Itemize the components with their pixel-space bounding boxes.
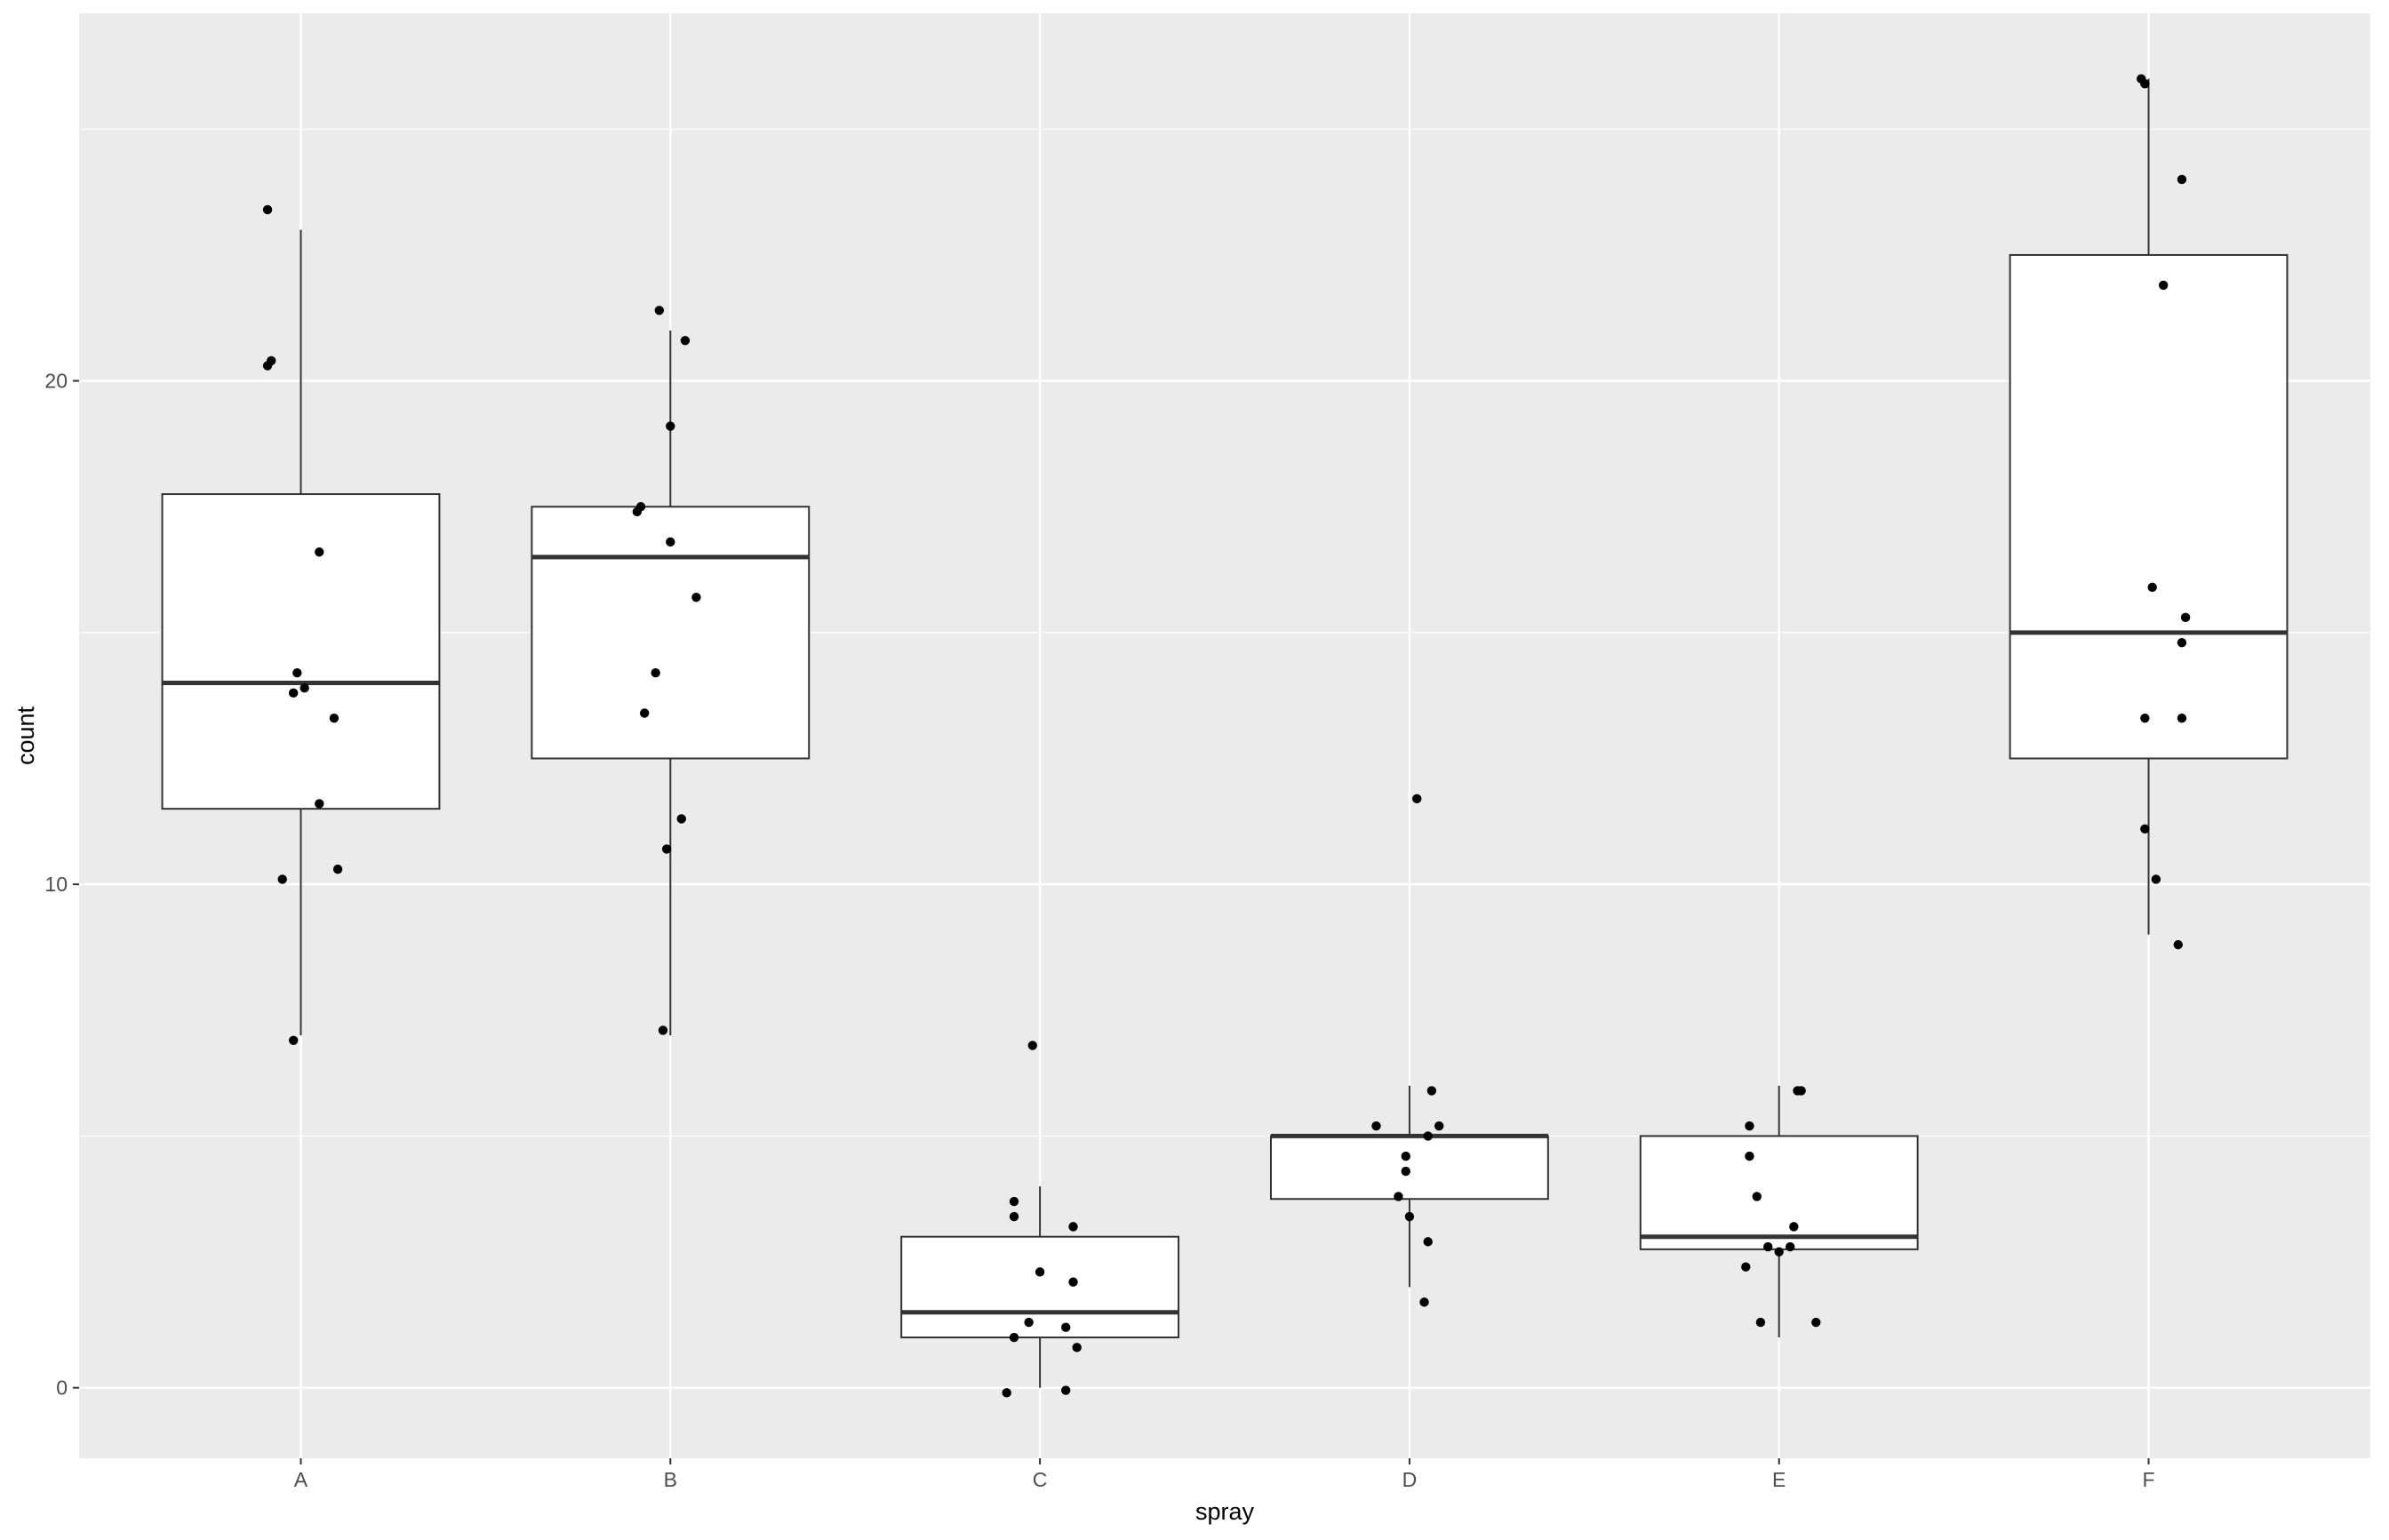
data-point <box>1745 1121 1754 1131</box>
x-tick-label: C <box>1033 1468 1048 1491</box>
data-point <box>661 844 672 854</box>
minor-gridlines <box>79 128 2370 1137</box>
y-axis-ticks: 0 10 20 <box>44 370 79 1400</box>
data-point <box>1371 1121 1381 1131</box>
data-point <box>1009 1332 1019 1343</box>
data-point <box>1061 1322 1071 1332</box>
jitter-points <box>262 74 2191 1398</box>
data-point <box>1068 1222 1078 1232</box>
data-point <box>1423 1131 1433 1141</box>
box-f <box>2009 78 2289 935</box>
data-point <box>1811 1317 1821 1328</box>
data-point <box>1394 1192 1403 1201</box>
data-point <box>651 667 660 678</box>
data-point <box>2173 939 2183 950</box>
data-point <box>1426 1086 1437 1096</box>
x-axis-title: spray <box>1195 1498 1255 1525</box>
data-point <box>1068 1277 1078 1287</box>
data-point <box>1741 1262 1751 1272</box>
data-point <box>1061 1385 1071 1395</box>
data-point <box>329 713 340 723</box>
data-point <box>1035 1267 1045 1277</box>
data-point <box>1763 1241 1773 1252</box>
data-point <box>639 708 650 718</box>
x-tick-label: A <box>294 1468 308 1491</box>
data-point <box>288 1035 299 1045</box>
data-point <box>1404 1211 1415 1222</box>
y-tick-label: 0 <box>56 1376 68 1400</box>
boxplot-boxes <box>161 78 2289 1388</box>
data-point <box>1419 1297 1429 1307</box>
box-iqr <box>161 493 441 810</box>
data-point <box>1002 1388 1011 1398</box>
data-point <box>2177 637 2187 648</box>
data-point <box>315 799 324 809</box>
box-iqr <box>531 506 811 760</box>
data-point <box>1072 1343 1082 1352</box>
data-point <box>1423 1237 1433 1247</box>
box-c <box>900 1186 1180 1388</box>
data-point <box>2177 713 2187 723</box>
data-point <box>691 592 701 602</box>
data-point <box>267 355 276 366</box>
data-point <box>1009 1196 1019 1207</box>
data-point <box>2151 874 2161 884</box>
plot-panel <box>79 13 2370 1458</box>
data-point <box>292 667 302 678</box>
box-a <box>161 229 441 1036</box>
data-point <box>666 421 675 431</box>
x-axis-ticks: A B C D E F <box>294 1458 2155 1491</box>
box-iqr <box>2009 253 2289 760</box>
data-point <box>2158 280 2169 291</box>
data-point <box>658 1025 668 1035</box>
x-tick-label: F <box>2142 1468 2154 1491</box>
data-point <box>277 874 287 884</box>
data-point <box>1774 1247 1784 1257</box>
data-point <box>680 336 691 346</box>
box-b <box>531 330 811 1036</box>
data-point <box>1412 794 1422 804</box>
data-point <box>1796 1086 1806 1096</box>
data-point <box>300 682 309 693</box>
box-iqr <box>900 1235 1180 1339</box>
y-tick-label: 20 <box>44 370 68 393</box>
x-tick-label: B <box>664 1468 677 1491</box>
data-point <box>1401 1151 1410 1161</box>
data-point <box>1009 1211 1019 1222</box>
data-point <box>1024 1317 1034 1328</box>
x-tick-label: D <box>1402 1468 1418 1491</box>
data-point <box>2140 713 2150 723</box>
data-point <box>1789 1222 1799 1232</box>
box-iqr <box>1639 1135 1919 1250</box>
data-point <box>332 864 343 874</box>
data-point <box>1027 1041 1037 1050</box>
data-point <box>1434 1121 1444 1131</box>
data-point <box>262 204 273 215</box>
data-point <box>1785 1241 1795 1252</box>
data-point <box>2147 582 2157 593</box>
data-point <box>1745 1151 1754 1161</box>
data-point <box>676 814 686 824</box>
box-d <box>1269 1085 1549 1288</box>
box-iqr <box>1269 1135 1549 1201</box>
y-axis-title: count <box>12 706 39 765</box>
data-point <box>1755 1317 1766 1328</box>
data-point <box>2180 612 2191 623</box>
data-point <box>288 688 299 698</box>
data-point <box>666 537 675 547</box>
x-tick-label: E <box>1772 1468 1786 1491</box>
data-point <box>635 502 646 512</box>
data-point <box>315 547 324 557</box>
data-point <box>2140 79 2150 89</box>
data-point <box>2177 174 2187 185</box>
data-point <box>654 306 665 315</box>
box-e <box>1639 1085 1919 1338</box>
data-point <box>1401 1166 1410 1177</box>
data-point <box>2140 824 2150 834</box>
y-tick-label: 10 <box>44 873 68 896</box>
data-point <box>1752 1192 1762 1201</box>
